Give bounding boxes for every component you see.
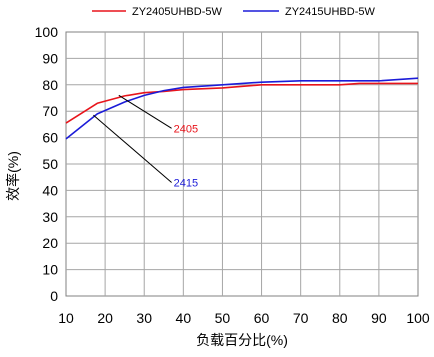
y-tick-label: 80: [42, 77, 58, 93]
y-tick-label: 10: [42, 262, 58, 278]
y-tick-label: 30: [42, 209, 58, 225]
y-tick-label: 90: [42, 50, 58, 66]
x-tick-label: 100: [406, 310, 430, 326]
grid: [65, 31, 419, 297]
y-tick-label: 50: [42, 156, 58, 172]
y-axis-label: 效率(%): [5, 151, 21, 201]
y-tick-label: 40: [42, 182, 58, 198]
x-tick-label: 30: [136, 310, 152, 326]
y-tick-label: 70: [42, 103, 58, 119]
y-tick-label: 100: [35, 24, 59, 40]
annotation-leader: [118, 94, 172, 129]
legend: ZY2405UHBD-5W ZY2415UHBD-5W: [92, 6, 375, 18]
y-tick-label: 20: [42, 235, 58, 251]
x-tick-label: 90: [371, 310, 387, 326]
series-line: [65, 77, 419, 140]
x-tick-label: 60: [254, 310, 270, 326]
axes: 10 20 30 40 50 60 70 80 90 1000102030405060708090…: [35, 24, 430, 326]
annotation-label: 2415: [174, 177, 198, 189]
x-tick-label: 40: [176, 310, 192, 326]
x-tick-label: 20: [97, 310, 113, 326]
y-tick-label: 0: [50, 288, 58, 304]
series: [65, 77, 419, 140]
y-tick-label: 60: [42, 130, 58, 146]
legend-label: ZY2415UHBD-5W: [285, 6, 375, 18]
x-tick-label: 70: [293, 310, 309, 326]
x-tick-label: 10: [58, 310, 74, 326]
annotation-label: 2405: [174, 123, 198, 135]
annotation-leader: [93, 114, 172, 183]
series-line: [65, 82, 418, 124]
legend-label: ZY2405UHBD-5W: [132, 6, 222, 18]
x-tick-label: 80: [332, 310, 348, 326]
x-axis-label: 负载百分比(%): [196, 332, 288, 348]
annotations: 2405 2415: [93, 94, 198, 189]
x-tick-label: 50: [215, 310, 231, 326]
